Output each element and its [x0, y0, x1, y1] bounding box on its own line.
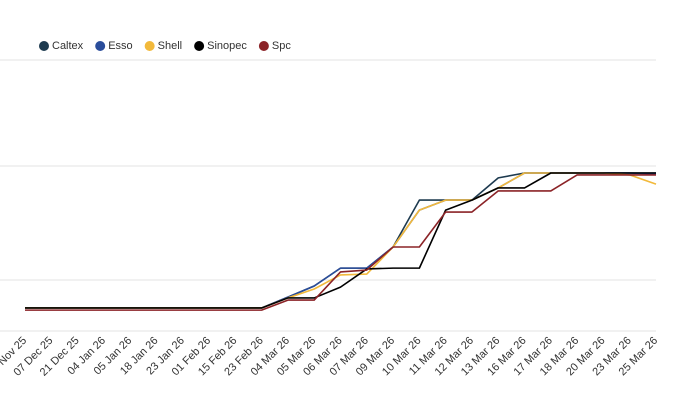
legend-marker	[194, 41, 205, 51]
legend-label: Shell	[158, 40, 182, 52]
series-line	[25, 172, 656, 309]
legend-label: Esso	[108, 40, 132, 52]
legend-marker	[258, 41, 269, 51]
legend-label: Spc	[272, 40, 291, 52]
legend-label: Sinopec	[207, 40, 247, 52]
legend-item: Caltex	[39, 40, 84, 52]
legend-label: Caltex	[52, 40, 84, 52]
legend-item: Shell	[144, 40, 182, 52]
series-line	[25, 174, 656, 311]
legend-item: Sinopec	[194, 40, 247, 52]
legend-item: Esso	[95, 40, 133, 52]
legend-item: Spc	[258, 40, 291, 52]
legend-marker	[144, 41, 155, 51]
legend-marker	[39, 41, 49, 51]
legend-marker	[95, 41, 106, 51]
